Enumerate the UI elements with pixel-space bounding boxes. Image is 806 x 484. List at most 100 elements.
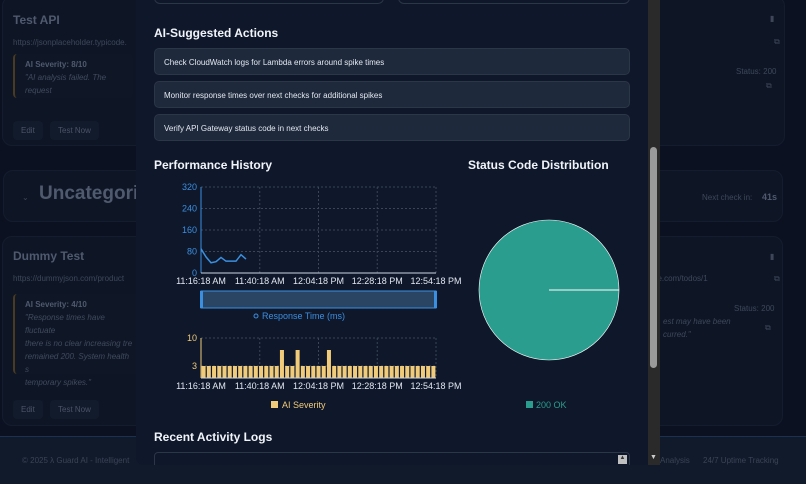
severity-box: AI Severity: 4/10 "Response times have f… (13, 294, 143, 387)
slider-handle-left[interactable] (200, 291, 203, 308)
scroll-down-icon[interactable]: ▼ (650, 454, 657, 461)
severity-bar (253, 366, 258, 378)
action-item: Check CloudWatch logs for Lambda errors … (154, 48, 630, 75)
status-title: Status Code Distribution (468, 158, 609, 172)
severity-bar (389, 366, 394, 378)
analysis-line: "Response times have fluctuate (25, 313, 105, 335)
next-check-label: Next check in: (702, 193, 753, 202)
severity-bar (394, 366, 399, 378)
card-title: Dummy Test (13, 249, 85, 263)
severity-bar (321, 366, 326, 378)
severity-bar (332, 366, 337, 378)
response-time-line (200, 248, 247, 264)
severity-label: AI Severity: 8/10 (25, 60, 87, 69)
severity-bar (373, 366, 378, 378)
analysis-line: remained 200. System health s (25, 352, 130, 374)
severity-bar (368, 366, 373, 378)
severity-bar (415, 366, 420, 378)
severity-bar (410, 366, 415, 378)
zoom-slider[interactable] (200, 290, 437, 309)
severity-bar (295, 350, 300, 378)
severity-bar (431, 366, 436, 378)
endpoint-details-modal: AI-Suggested Actions Check CloudWatch lo… (136, 0, 660, 465)
logs-box[interactable]: ▲ (154, 452, 630, 465)
severity-bar (326, 350, 331, 378)
severity-bar (300, 366, 305, 378)
copy-icon[interactable]: ⧉ (774, 274, 780, 283)
x-tick-label: 12:54:18 PM (410, 276, 461, 286)
x-tick-label: 11:40:18 AM (235, 381, 285, 391)
x-tick-label: 12:28:18 PM (352, 381, 403, 391)
severity-bar (358, 366, 363, 378)
severity-bar (232, 366, 237, 378)
severity-bar (269, 366, 274, 378)
severity-bar (264, 366, 269, 378)
x-tick-label: 12:04:18 PM (293, 276, 344, 286)
card-url-right: de.com/todos/1 (653, 274, 708, 283)
severity-box: AI Severity: 8/10 "AI analysis failed. Th… (13, 54, 133, 98)
severity-bar (248, 366, 253, 378)
severity-bar (285, 366, 290, 378)
card-url: https://dummyjson.com/product (13, 274, 125, 283)
severity-bar (405, 366, 410, 378)
legend-marker (253, 313, 259, 319)
severity-bar (201, 366, 206, 378)
severity-bar (227, 366, 232, 378)
copy-icon[interactable]: ⧉ (774, 37, 780, 46)
performance-title: Performance History (154, 158, 273, 172)
severity-bar (306, 366, 311, 378)
legend-label: Response Time (ms) (262, 311, 345, 321)
slider-handle-right[interactable] (434, 291, 437, 308)
analysis-line: there is no clear increasing tre (25, 339, 133, 348)
severity-bar (274, 366, 279, 378)
severity-bar (363, 366, 368, 378)
severity-label: AI Severity: 4/10 (25, 300, 87, 309)
test-now-button[interactable]: Test Now (50, 121, 99, 140)
scrollbar-thumb[interactable] (650, 147, 657, 368)
chevron-down-icon[interactable]: ⌄ (22, 193, 29, 202)
severity-bar (347, 366, 352, 378)
y-tick-label: 240 (182, 204, 197, 214)
charts-svg: 11:16:18 AM 11:40:18 AM 12:04:18 PM 12:28:1… (176, 182, 620, 410)
card-title: Test API (13, 13, 60, 27)
severity-bar (311, 366, 316, 378)
y-tick-label: 320 (182, 182, 197, 192)
card-url: https://jsonplaceholder.typicode. (13, 38, 127, 47)
group-title: Uncategoriz (39, 183, 148, 204)
next-check-value: 41s (762, 192, 778, 202)
x-tick-label: 11:16:18 AM (176, 276, 226, 286)
y-tick-label: 80 (187, 247, 197, 257)
actions-title: AI-Suggested Actions (154, 26, 279, 40)
edit-button[interactable]: Edit (13, 121, 43, 140)
severity-bar (353, 366, 358, 378)
severity-bar (206, 366, 211, 378)
severity-bar (290, 366, 295, 378)
test-now-button[interactable]: Test Now (50, 400, 99, 419)
edit-button[interactable]: Edit (13, 400, 43, 419)
severity-bar (222, 366, 227, 378)
legend-marker (271, 401, 278, 408)
legend-marker (526, 401, 533, 408)
action-item: Verify API Gateway status code in next c… (154, 114, 630, 141)
analysis-right: est may have been (663, 317, 731, 326)
footer-item: 24/7 Uptime Tracking (703, 456, 779, 465)
trash-icon[interactable]: ▮ (770, 252, 775, 261)
status-text: Status: 200 (736, 67, 777, 76)
footer-item: Analysis (660, 456, 690, 465)
severity-bar (400, 366, 405, 378)
copy-icon[interactable]: ⧉ (766, 81, 772, 90)
x-tick-label: 11:16:18 AM (176, 381, 226, 391)
severity-bar (379, 366, 384, 378)
scroll-up-icon[interactable]: ▲ (618, 455, 627, 464)
severity-bar (212, 366, 217, 378)
copy-icon[interactable]: ⧉ (765, 323, 771, 332)
logs-title: Recent Activity Logs (154, 430, 273, 444)
severity-bar (238, 366, 243, 378)
x-tick-label: 12:54:18 PM (410, 381, 461, 391)
trash-icon[interactable]: ▮ (770, 14, 775, 23)
y-tick-label: 3 (192, 361, 197, 371)
copyright: © 2025 λ Guard AI - Intelligent (22, 456, 130, 465)
status-text: Status: 200 (734, 304, 775, 313)
analysis-right: curred." (663, 330, 691, 339)
analysis-line: temporary spikes." (25, 378, 91, 387)
